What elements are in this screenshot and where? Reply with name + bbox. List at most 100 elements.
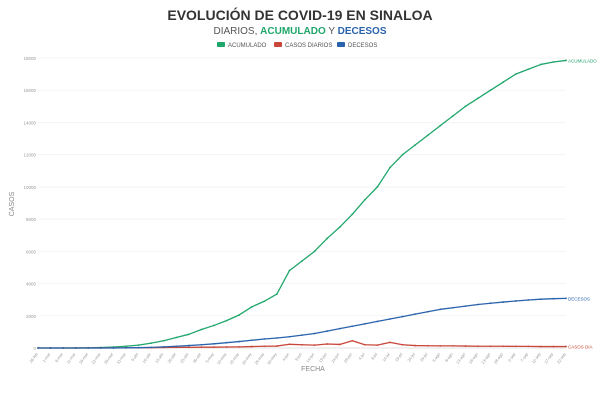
- data-point: [238, 314, 241, 316]
- data-point: [539, 345, 542, 348]
- x-tick-label: 24-jul: [406, 352, 416, 363]
- data-point: [552, 345, 555, 348]
- y-tick-label: 18000: [23, 56, 36, 61]
- y-tick-label: 4000: [26, 282, 37, 287]
- data-point: [150, 346, 153, 349]
- x-tick-label: 28-ago: [493, 351, 505, 365]
- y-tick-label: 16000: [23, 88, 36, 93]
- data-point: [426, 310, 429, 313]
- x-tick-label: 6-mar: [54, 351, 64, 363]
- data-point: [301, 260, 303, 262]
- legend-label: CASOS DIARIOS: [285, 43, 332, 49]
- x-tick-label: 5-abr: [130, 351, 140, 362]
- data-point: [489, 302, 492, 305]
- data-point: [376, 320, 379, 323]
- x-tick-label: 26-mar: [103, 351, 115, 365]
- subtitle-part: Y: [326, 26, 338, 37]
- chart-subtitle: DIARIOS, ACUMULADO Y DECESOS: [213, 26, 386, 37]
- x-tick-label: 30-abr: [192, 351, 203, 364]
- x-tick-label: 24-jun: [330, 352, 340, 364]
- x-tick-label: 9-jul: [370, 352, 378, 361]
- data-point: [539, 298, 542, 301]
- data-point: [87, 347, 90, 349]
- data-point: [565, 59, 567, 62]
- data-point: [376, 185, 379, 188]
- data-point: [225, 319, 228, 322]
- data-point: [477, 97, 479, 100]
- data-point: [99, 347, 102, 349]
- series-layer: ACUMULADO CASOS DIA DECESOS: [37, 58, 597, 350]
- data-point: [175, 345, 178, 348]
- data-point: [162, 339, 165, 342]
- data-point: [137, 346, 140, 349]
- series-acumulado: ACUMULADO: [37, 58, 597, 349]
- x-tick-label: 17-sep: [543, 351, 555, 365]
- data-point: [137, 344, 140, 346]
- data-point: [301, 334, 303, 337]
- legend-swatch: [337, 42, 345, 47]
- x-tick-label: 25-may: [253, 352, 265, 366]
- data-point: [502, 81, 505, 84]
- data-point: [263, 345, 266, 348]
- data-point: [200, 328, 203, 331]
- legend-swatch: [217, 42, 225, 47]
- data-point: [225, 341, 228, 344]
- data-point: [565, 297, 567, 300]
- x-tick-label: 8-ago: [444, 351, 454, 363]
- data-point: [49, 347, 52, 349]
- data-point: [187, 344, 190, 347]
- x-axis-label: FECHA: [301, 366, 325, 373]
- data-point: [401, 343, 404, 346]
- x-tick-label: 26-feb: [28, 351, 39, 364]
- data-point: [250, 345, 253, 348]
- x-tick-label: 10-abr: [141, 351, 152, 364]
- data-point: [439, 308, 442, 311]
- data-point: [313, 344, 316, 346]
- legend-swatch: [274, 42, 282, 47]
- x-tick-label: 14-jul: [381, 352, 391, 363]
- legend: ACUMULADO CASOS DIARIOS DECESOS: [217, 42, 377, 49]
- data-point: [338, 226, 341, 229]
- data-point: [514, 300, 517, 302]
- data-point: [514, 73, 517, 76]
- data-point: [414, 344, 417, 347]
- data-point: [389, 318, 391, 320]
- data-point: [439, 124, 442, 127]
- x-tick-label: 31-mar: [115, 351, 127, 365]
- data-point: [125, 346, 127, 349]
- data-point: [187, 346, 190, 349]
- data-point: [175, 336, 178, 339]
- x-axis: 26-feb 1-mar 6-mar 11-mar 16-mar 21-mar 26-mar…: [28, 347, 567, 366]
- x-tick-label: 5-may: [204, 352, 214, 364]
- data-point: [213, 324, 215, 327]
- data-point: [250, 306, 253, 308]
- data-point: [477, 303, 479, 306]
- x-tick-label: 29-jul: [419, 352, 429, 363]
- x-tick-label: 3-ago: [431, 351, 441, 363]
- data-point: [150, 342, 153, 345]
- data-point: [426, 344, 429, 347]
- data-point: [565, 345, 567, 348]
- x-tick-label: 7-sep: [519, 351, 529, 363]
- data-point: [213, 346, 215, 349]
- x-tick-label: 2-sep: [507, 351, 517, 363]
- x-tick-label: 21-mar: [90, 351, 102, 365]
- x-tick-label: 13-ago: [455, 351, 467, 365]
- data-point: [263, 338, 266, 340]
- x-tick-label: 20-abr: [166, 351, 177, 364]
- data-point: [326, 330, 329, 332]
- data-point: [527, 68, 530, 71]
- x-tick-label: 4-jun: [281, 352, 290, 362]
- subtitle-part: ACUMULADO: [260, 26, 326, 37]
- data-point: [464, 345, 467, 347]
- data-point: [288, 335, 291, 338]
- series-line: [37, 297, 567, 349]
- data-point: [62, 347, 65, 349]
- subtitle-part: DIARIOS,: [213, 26, 260, 37]
- data-point: [489, 89, 492, 92]
- data-point: [363, 322, 366, 325]
- y-tick-label: 10000: [23, 185, 36, 190]
- data-point: [363, 343, 366, 346]
- y-axis: 0 2000 4000 6000 8000 10000 12000 14000 16000 180…: [23, 56, 36, 351]
